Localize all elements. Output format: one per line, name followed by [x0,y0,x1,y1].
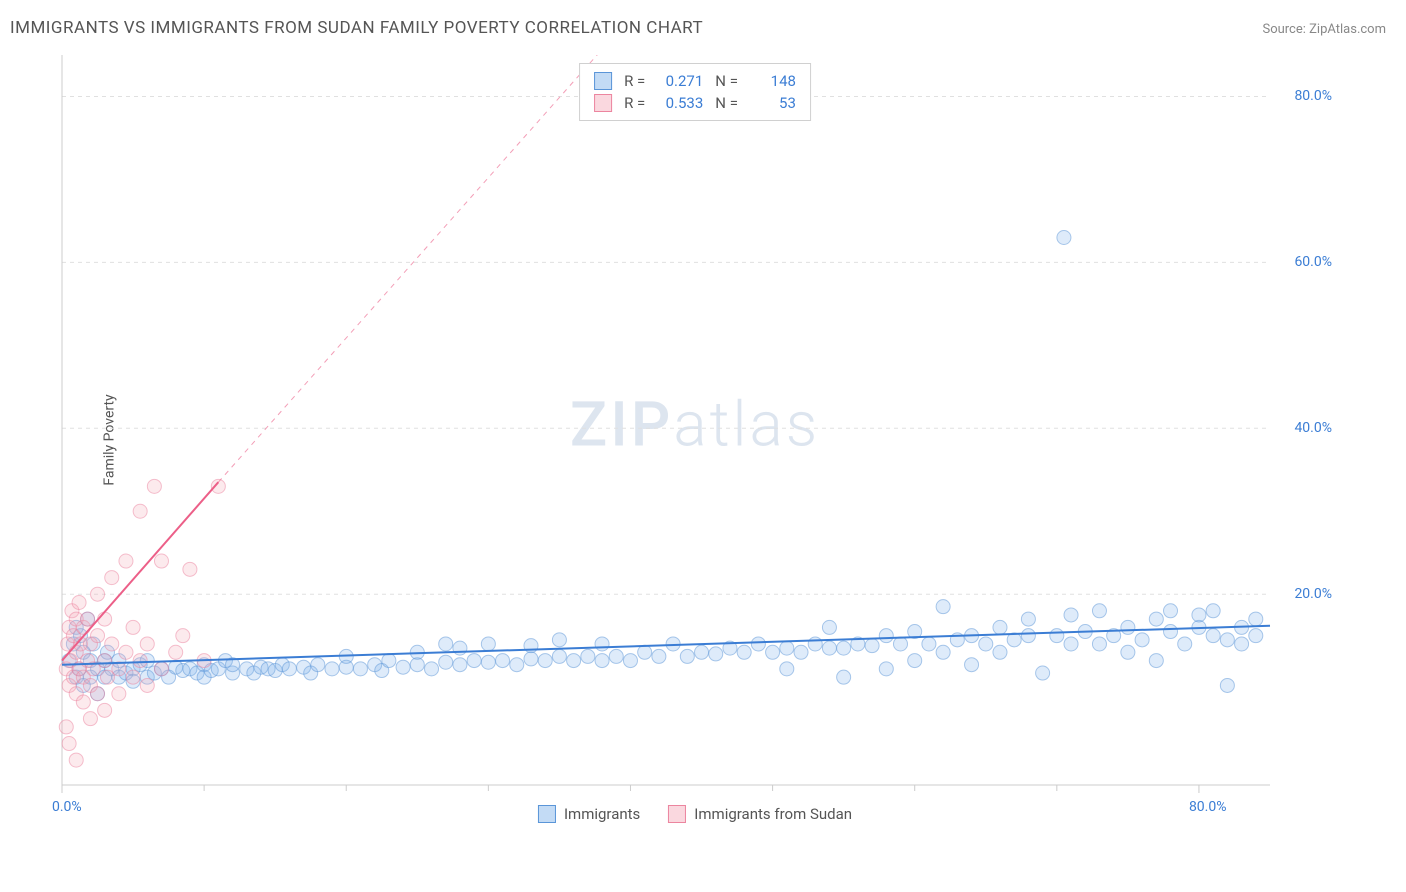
legend-swatch-immigrants [538,805,556,823]
legend-row-immigrants: R = 0.271 N = 148 [594,70,796,92]
legend-row-sudan: R = 0.533 N = 53 [594,92,796,114]
chart-title: IMMIGRANTS VS IMMIGRANTS FROM SUDAN FAMI… [10,18,703,38]
r-value-immigrants: 0.271 [653,72,703,90]
y-tick-label: 40.0% [1294,420,1332,436]
legend-label-immigrants: Immigrants [564,805,640,823]
n-value-immigrants: 148 [746,72,796,90]
n-label: N = [715,72,738,90]
legend-swatch-sudan [594,94,612,112]
y-tick-label: 20.0% [1294,586,1332,602]
legend-swatch-immigrants [594,72,612,90]
legend-item-immigrants: Immigrants [538,805,640,823]
x-tick-label: 0.0% [52,799,82,815]
legend-swatch-sudan [668,805,686,823]
plot-area: Family Poverty ZIPatlas R = 0.271 N = 14… [50,55,1340,825]
legend-item-sudan: Immigrants from Sudan [668,805,852,823]
correlation-legend: R = 0.271 N = 148 R = 0.533 N = 53 [579,63,811,121]
r-label: R = [624,94,645,112]
series-legend: Immigrants Immigrants from Sudan [538,805,852,823]
r-value-sudan: 0.533 [653,94,703,112]
y-tick-label: 80.0% [1294,88,1332,104]
y-tick-label: 60.0% [1294,254,1332,270]
x-tick-label: 80.0% [1189,799,1227,815]
r-label: R = [624,72,645,90]
source-attribution: Source: ZipAtlas.com [1262,22,1386,37]
legend-label-sudan: Immigrants from Sudan [694,805,852,823]
scatter-chart [50,55,1340,825]
n-value-sudan: 53 [746,94,796,112]
n-label: N = [715,94,738,112]
